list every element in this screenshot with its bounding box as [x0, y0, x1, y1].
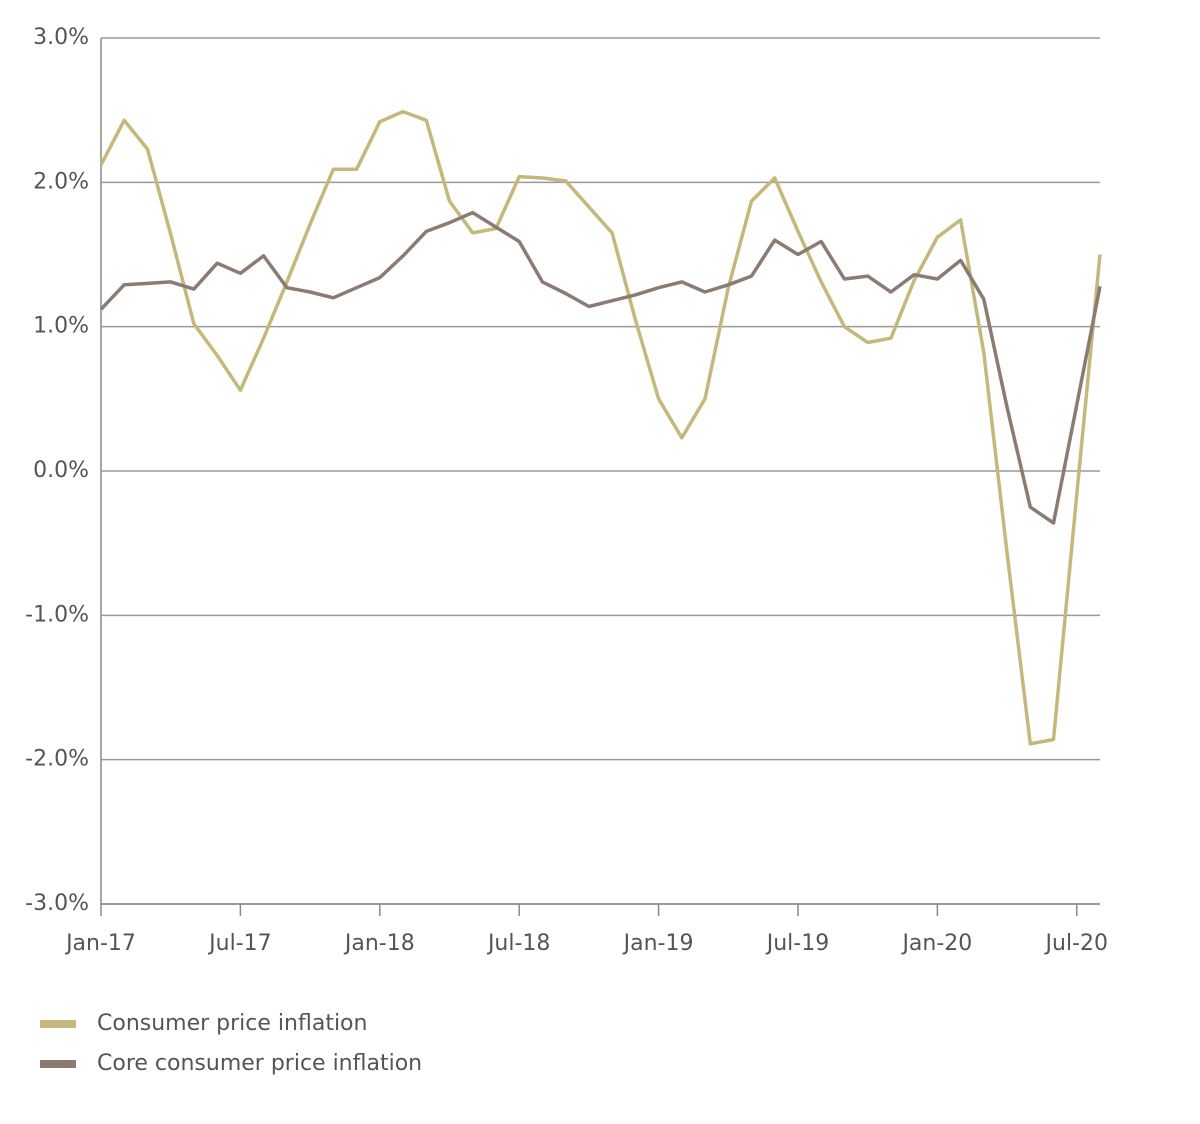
- y-tick-label: 1.0%: [33, 314, 89, 339]
- y-tick-label: -1.0%: [25, 602, 89, 627]
- legend-label: Core consumer price inflation: [97, 1051, 422, 1076]
- x-tick-label: Jul-17: [207, 931, 271, 956]
- x-tick-label: Jul-19: [765, 931, 829, 956]
- series-line: [99, 109, 1102, 746]
- x-tick-label: Jan-19: [622, 931, 694, 956]
- x-tick-label: Jan-17: [64, 931, 136, 956]
- legend-swatch: [40, 1060, 76, 1068]
- x-tick-label: Jan-18: [343, 931, 415, 956]
- x-tick-label: Jan-20: [900, 931, 972, 956]
- y-tick-label: 0.0%: [33, 458, 89, 483]
- y-tick-label: 2.0%: [33, 169, 89, 194]
- x-tick-label: Jul-20: [1044, 931, 1108, 956]
- y-tick-label: -3.0%: [25, 891, 89, 916]
- x-tick-label: Jul-18: [486, 931, 550, 956]
- y-tick-label: 3.0%: [33, 25, 89, 50]
- series-line: [99, 210, 1102, 525]
- y-tick-label: -2.0%: [25, 747, 89, 772]
- legend-swatch: [40, 1020, 76, 1028]
- legend-label: Consumer price inflation: [97, 1011, 367, 1036]
